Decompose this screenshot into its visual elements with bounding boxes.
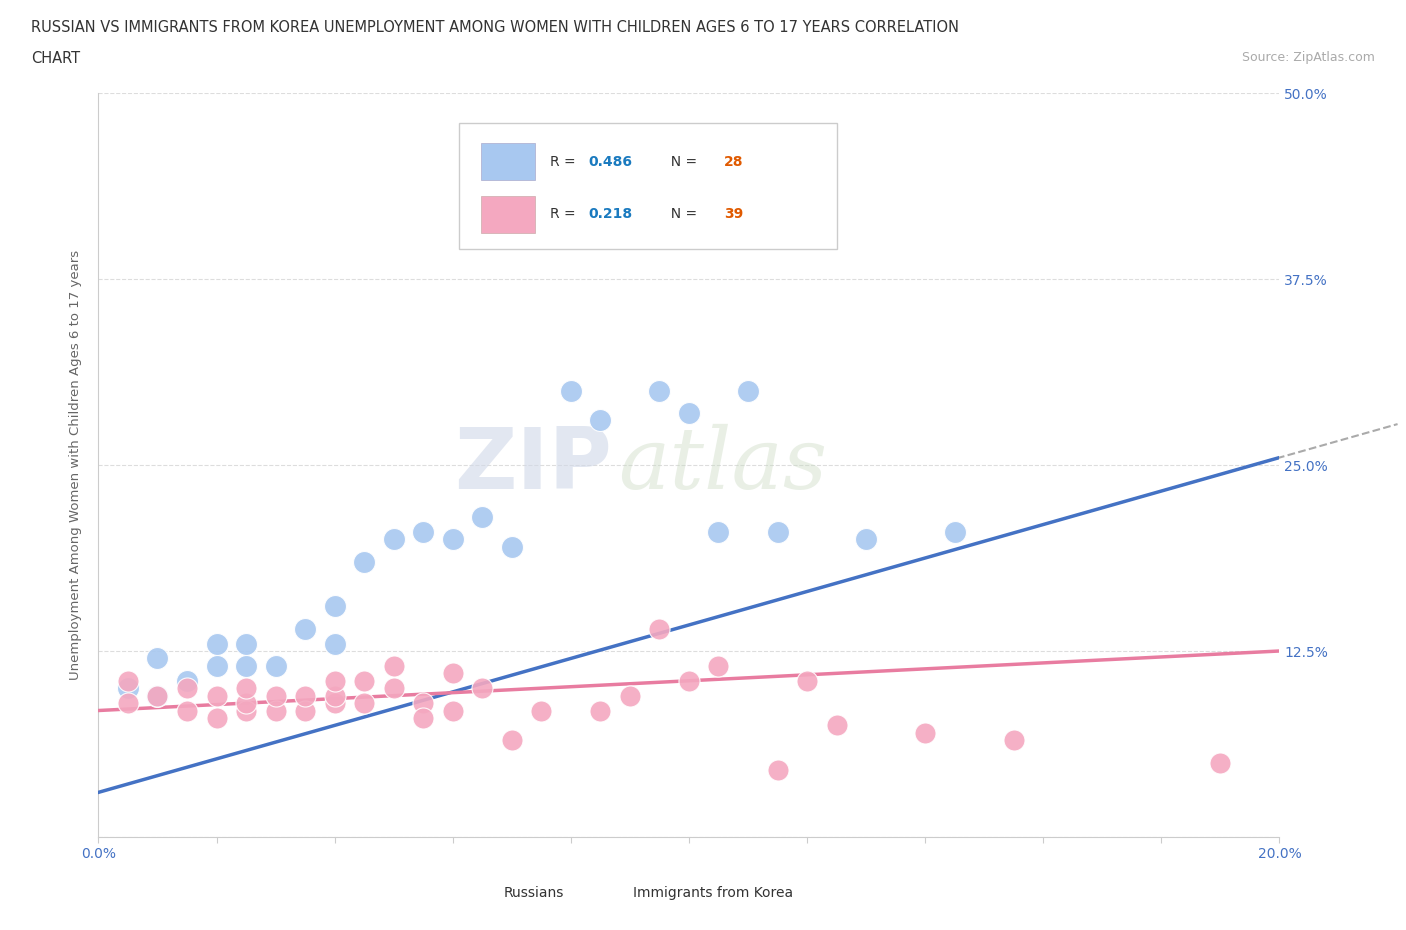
Point bbox=[117, 696, 139, 711]
Point bbox=[501, 733, 523, 748]
FancyBboxPatch shape bbox=[458, 123, 837, 249]
Point bbox=[707, 658, 730, 673]
Y-axis label: Unemployment Among Women with Children Ages 6 to 17 years: Unemployment Among Women with Children A… bbox=[69, 250, 83, 680]
Point bbox=[382, 532, 405, 547]
Point bbox=[323, 599, 346, 614]
Point bbox=[205, 711, 228, 725]
Point bbox=[619, 688, 641, 703]
Point bbox=[648, 383, 671, 398]
Text: 0.218: 0.218 bbox=[589, 207, 633, 221]
Point bbox=[264, 703, 287, 718]
Point bbox=[294, 703, 316, 718]
Point bbox=[766, 525, 789, 539]
Point bbox=[589, 413, 612, 428]
Point bbox=[117, 673, 139, 688]
Point bbox=[323, 696, 346, 711]
Point bbox=[412, 525, 434, 539]
Point bbox=[707, 525, 730, 539]
Text: Russians: Russians bbox=[503, 885, 564, 900]
Point bbox=[441, 703, 464, 718]
Point bbox=[205, 688, 228, 703]
Point bbox=[323, 688, 346, 703]
Point bbox=[530, 145, 553, 160]
Text: R =: R = bbox=[550, 154, 579, 169]
Point bbox=[323, 673, 346, 688]
Point bbox=[796, 673, 818, 688]
Text: N =: N = bbox=[662, 207, 702, 221]
Text: atlas: atlas bbox=[619, 424, 827, 506]
Point bbox=[264, 658, 287, 673]
Point bbox=[235, 636, 257, 651]
Point bbox=[353, 554, 375, 569]
Text: Immigrants from Korea: Immigrants from Korea bbox=[634, 885, 793, 900]
Point bbox=[353, 673, 375, 688]
Point bbox=[412, 711, 434, 725]
Point bbox=[648, 621, 671, 636]
Point bbox=[441, 666, 464, 681]
Text: Source: ZipAtlas.com: Source: ZipAtlas.com bbox=[1241, 51, 1375, 64]
Point bbox=[117, 681, 139, 696]
Point bbox=[176, 681, 198, 696]
Point bbox=[382, 681, 405, 696]
Point bbox=[1002, 733, 1025, 748]
Point bbox=[176, 673, 198, 688]
Point bbox=[766, 763, 789, 777]
Point bbox=[412, 696, 434, 711]
Point bbox=[235, 658, 257, 673]
Text: 0.486: 0.486 bbox=[589, 154, 633, 169]
Text: 28: 28 bbox=[724, 154, 744, 169]
FancyBboxPatch shape bbox=[468, 878, 499, 910]
Point bbox=[943, 525, 966, 539]
Point bbox=[176, 703, 198, 718]
Text: RUSSIAN VS IMMIGRANTS FROM KOREA UNEMPLOYMENT AMONG WOMEN WITH CHILDREN AGES 6 T: RUSSIAN VS IMMIGRANTS FROM KOREA UNEMPLO… bbox=[31, 20, 959, 35]
Point bbox=[441, 532, 464, 547]
Text: N =: N = bbox=[662, 154, 702, 169]
Point bbox=[146, 651, 169, 666]
Point bbox=[382, 658, 405, 673]
Text: CHART: CHART bbox=[31, 51, 80, 66]
Point bbox=[825, 718, 848, 733]
Point bbox=[323, 636, 346, 651]
Point bbox=[353, 696, 375, 711]
Text: ZIP: ZIP bbox=[454, 423, 612, 507]
Point bbox=[589, 703, 612, 718]
Point bbox=[235, 681, 257, 696]
FancyBboxPatch shape bbox=[481, 195, 536, 232]
Text: R =: R = bbox=[550, 207, 579, 221]
Point bbox=[235, 696, 257, 711]
Point bbox=[914, 725, 936, 740]
Point bbox=[235, 703, 257, 718]
Point bbox=[146, 688, 169, 703]
Point bbox=[678, 405, 700, 420]
Point bbox=[678, 673, 700, 688]
FancyBboxPatch shape bbox=[481, 143, 536, 180]
Text: 39: 39 bbox=[724, 207, 744, 221]
Point bbox=[205, 636, 228, 651]
Point bbox=[471, 510, 494, 525]
Point bbox=[560, 383, 582, 398]
Point bbox=[264, 688, 287, 703]
Point bbox=[294, 688, 316, 703]
Point bbox=[501, 539, 523, 554]
Point bbox=[530, 703, 553, 718]
FancyBboxPatch shape bbox=[598, 878, 628, 910]
Point bbox=[146, 688, 169, 703]
Point bbox=[294, 621, 316, 636]
Point bbox=[205, 658, 228, 673]
Point bbox=[737, 383, 759, 398]
Point bbox=[1209, 755, 1232, 770]
Point bbox=[471, 681, 494, 696]
Point bbox=[855, 532, 877, 547]
